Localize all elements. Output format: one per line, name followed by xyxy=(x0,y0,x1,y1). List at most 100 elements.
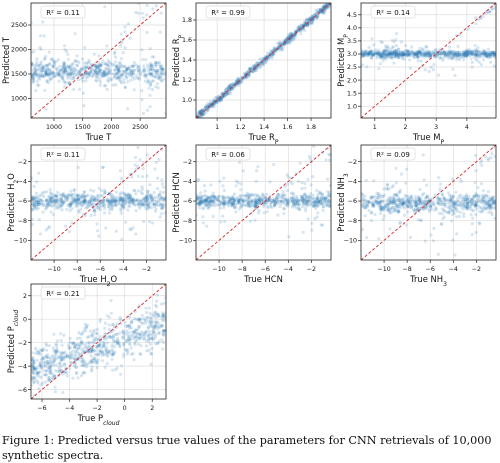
data-point xyxy=(314,12,318,16)
data-point xyxy=(413,52,417,56)
data-point xyxy=(137,336,141,340)
data-point xyxy=(469,206,473,210)
data-point xyxy=(306,198,310,202)
data-point xyxy=(455,51,459,55)
data-point xyxy=(252,193,256,197)
data-point xyxy=(54,198,58,203)
data-point xyxy=(383,206,387,210)
data-point xyxy=(282,44,286,48)
data-point xyxy=(387,202,391,206)
data-point xyxy=(376,52,380,56)
data-point xyxy=(464,51,468,55)
data-point xyxy=(474,52,478,56)
data-point xyxy=(281,194,285,198)
data-point xyxy=(102,71,106,75)
data-point xyxy=(391,50,395,54)
data-point xyxy=(136,145,140,149)
data-point xyxy=(241,198,245,202)
data-point xyxy=(314,204,318,208)
data-point xyxy=(448,203,452,207)
data-point xyxy=(249,66,254,71)
data-point xyxy=(374,200,379,204)
data-point xyxy=(287,33,291,37)
x-tick-label: −6 xyxy=(426,266,435,273)
data-point xyxy=(228,199,232,203)
data-point xyxy=(410,54,414,58)
data-point xyxy=(393,209,397,213)
data-point xyxy=(126,66,130,70)
data-point xyxy=(386,197,390,201)
data-point xyxy=(462,58,466,62)
data-point xyxy=(74,200,78,204)
data-point xyxy=(386,208,391,212)
data-point xyxy=(68,65,72,69)
data-point xyxy=(158,65,163,69)
data-point xyxy=(40,193,44,197)
data-point xyxy=(67,346,71,350)
data-point xyxy=(64,196,68,200)
data-point xyxy=(64,193,68,198)
data-point xyxy=(459,52,463,57)
data-point xyxy=(113,200,117,205)
data-point xyxy=(408,52,412,56)
data-point xyxy=(383,205,387,209)
data-point xyxy=(128,194,133,198)
data-point xyxy=(224,91,228,95)
data-point xyxy=(32,366,36,370)
data-point xyxy=(81,371,85,375)
data-point xyxy=(146,203,150,207)
data-point xyxy=(86,72,90,76)
data-point xyxy=(367,201,371,205)
data-point xyxy=(32,72,36,76)
data-point xyxy=(37,351,41,355)
data-point xyxy=(104,351,108,355)
data-point xyxy=(138,352,142,356)
data-point xyxy=(38,198,42,202)
data-point xyxy=(302,201,306,205)
data-point xyxy=(462,52,466,56)
data-point xyxy=(467,47,471,52)
data-point xyxy=(132,64,136,68)
data-point xyxy=(398,52,402,56)
data-point xyxy=(307,201,311,205)
data-point xyxy=(81,358,85,362)
data-point xyxy=(161,205,165,210)
data-point xyxy=(394,51,398,55)
data-point xyxy=(113,68,117,72)
x-axis-label: True H2O xyxy=(79,274,118,288)
data-point xyxy=(469,49,474,53)
data-point xyxy=(76,343,80,347)
data-point xyxy=(146,203,150,207)
data-point xyxy=(78,71,82,75)
data-point xyxy=(459,196,463,200)
data-point xyxy=(148,193,152,197)
y-tick-label: 0 xyxy=(23,316,27,323)
scatter-points xyxy=(196,3,331,118)
data-point xyxy=(440,52,444,56)
data-point xyxy=(491,200,495,204)
data-point xyxy=(35,68,39,72)
data-point xyxy=(49,199,53,203)
data-point xyxy=(98,63,103,68)
data-point xyxy=(486,203,490,207)
data-point xyxy=(65,49,69,54)
data-point xyxy=(407,201,411,205)
data-point xyxy=(198,205,202,210)
data-point xyxy=(72,356,76,360)
data-point xyxy=(381,53,385,57)
data-point xyxy=(213,204,217,208)
data-point xyxy=(445,210,449,214)
data-point xyxy=(103,190,107,194)
data-point xyxy=(394,44,398,48)
data-point xyxy=(36,64,41,68)
data-point xyxy=(471,52,475,56)
data-point xyxy=(160,73,164,77)
data-point xyxy=(417,202,421,206)
data-point xyxy=(288,38,292,43)
data-point xyxy=(124,201,128,205)
data-point xyxy=(492,200,496,204)
data-point xyxy=(68,356,72,360)
data-point xyxy=(122,70,126,74)
data-point xyxy=(423,51,427,55)
data-point xyxy=(44,107,48,111)
